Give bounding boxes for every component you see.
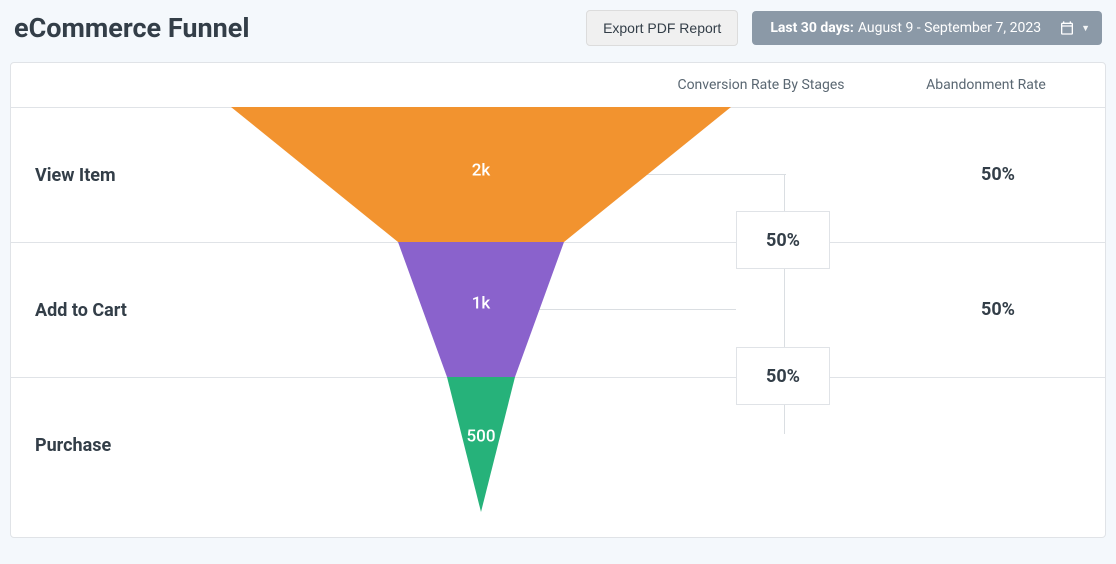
stage-label: View Item xyxy=(35,165,116,186)
abandonment-column-header: Abandonment Rate xyxy=(891,77,1081,93)
funnel-card: Conversion Rate By Stages Abandonment Ra… xyxy=(10,62,1106,538)
conversion-rate-box: 50% xyxy=(736,211,830,269)
abandonment-column: 50% 50% xyxy=(915,107,1081,377)
metrics-header: Conversion Rate By Stages Abandonment Ra… xyxy=(11,63,1105,107)
funnel-value: 2k xyxy=(472,160,491,180)
date-range-value: August 9 - September 7, 2023 xyxy=(858,20,1041,36)
funnel-svg: 2k 1k 500 xyxy=(231,107,731,512)
stage-label: Add to Cart xyxy=(35,300,127,321)
conversion-column-header: Conversion Rate By Stages xyxy=(631,77,891,93)
stage-label: Purchase xyxy=(35,435,111,456)
funnel-chart: View Item Add to Cart Purchase 2k 1k 500 xyxy=(11,107,1105,537)
calendar-icon xyxy=(1059,20,1075,36)
abandonment-rate-value: 50% xyxy=(915,107,1081,242)
page-title: eCommerce Funnel xyxy=(14,12,250,44)
header-actions: Export PDF Report Last 30 days: August 9… xyxy=(586,10,1102,46)
conversion-rate-value: 50% xyxy=(766,366,800,387)
conversion-rate-box: 50% xyxy=(736,347,830,405)
page-header: eCommerce Funnel Export PDF Report Last … xyxy=(10,10,1106,62)
export-pdf-button[interactable]: Export PDF Report xyxy=(586,10,738,46)
chevron-down-icon: ▼ xyxy=(1081,23,1090,34)
funnel-value: 1k xyxy=(472,293,491,313)
conversion-rate-value: 50% xyxy=(766,230,800,251)
abandonment-rate-value: 50% xyxy=(915,242,1081,377)
date-range-prefix: Last 30 days: xyxy=(770,20,853,36)
funnel-value: 500 xyxy=(467,426,496,446)
date-range-selector[interactable]: Last 30 days: August 9 - September 7, 20… xyxy=(752,11,1102,45)
